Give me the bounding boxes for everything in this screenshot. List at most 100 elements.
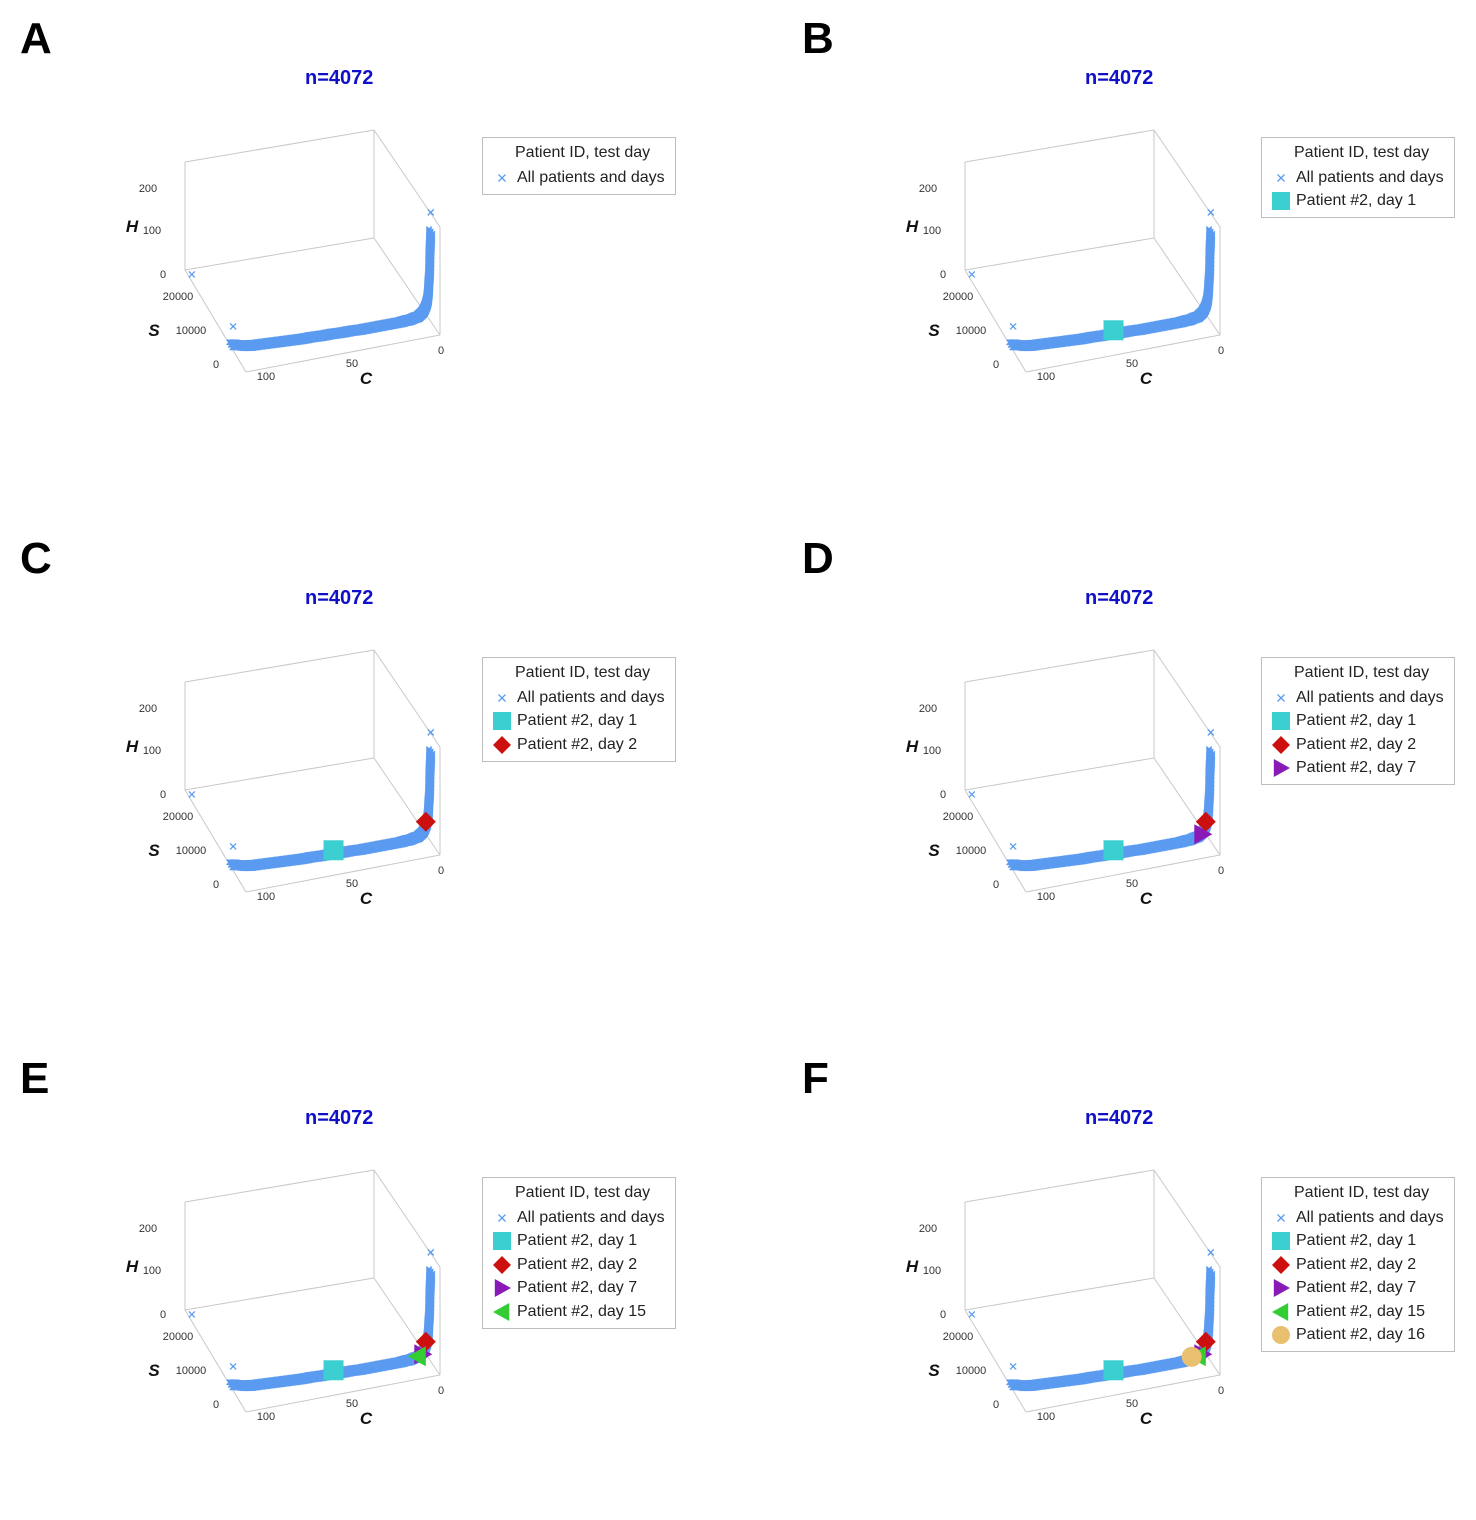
c-tick-label: 0 xyxy=(1218,345,1224,357)
legend-item-all: All patients and days xyxy=(1270,686,1444,710)
c-tick-label: 100 xyxy=(257,371,275,383)
legend-label: Patient #2, day 2 xyxy=(1296,736,1416,754)
all-patients-point xyxy=(428,209,434,215)
s-axis-label: S xyxy=(928,1361,940,1380)
legend-symbol-cross-icon xyxy=(1270,168,1292,188)
h-tick-label: 200 xyxy=(919,183,937,195)
h-tick-label: 200 xyxy=(139,1223,157,1235)
s-tick-label: 10000 xyxy=(176,325,207,337)
h-tick-label: 0 xyxy=(160,1309,166,1321)
c-tick-label: 100 xyxy=(257,1411,275,1423)
h-tick-label: 100 xyxy=(923,225,941,237)
all-patients-point xyxy=(189,791,195,797)
c-tick-label: 100 xyxy=(1037,1411,1055,1423)
s-tick-label: 10000 xyxy=(176,845,207,857)
all-patients-point xyxy=(1010,843,1016,849)
all-patients-series xyxy=(969,729,1215,870)
legend-label: Patient #2, day 2 xyxy=(517,736,637,754)
h-tick-label: 200 xyxy=(919,703,937,715)
legend-item-day7: Patient #2, day 7 xyxy=(491,1277,665,1301)
s-tick-label: 20000 xyxy=(943,811,974,823)
c-tick-label: 100 xyxy=(257,891,275,903)
legend-marker-all xyxy=(499,694,506,701)
legend-symbol-square-icon xyxy=(491,1231,513,1251)
h-axis-label: H xyxy=(126,737,139,756)
c-tick-label: 50 xyxy=(346,1398,358,1410)
all-patients-point xyxy=(428,1249,434,1255)
all-patients-point xyxy=(189,1311,195,1317)
all-patients-point xyxy=(428,729,434,735)
c-axis-label: C xyxy=(360,369,373,388)
all-patients-point xyxy=(230,843,236,849)
legend-label: Patient #2, day 2 xyxy=(517,1256,637,1274)
legend-label: All patients and days xyxy=(517,169,665,187)
legend-label: All patients and days xyxy=(1296,689,1444,707)
c-tick-label: 100 xyxy=(1037,891,1055,903)
c-axis-label: C xyxy=(1140,369,1153,388)
all-patients-point xyxy=(230,323,236,329)
c-axis-label: C xyxy=(1140,889,1153,908)
c-axis-label: C xyxy=(360,1409,373,1428)
legend: Patient ID, test day All patients and day… xyxy=(1261,137,1455,218)
c-tick-label: 50 xyxy=(346,878,358,890)
legend-symbol-cross-icon xyxy=(491,1208,513,1228)
s-tick-label: 20000 xyxy=(943,1331,974,1343)
s-tick-label: 20000 xyxy=(943,291,974,303)
s-tick-label: 0 xyxy=(993,359,999,371)
all-patients-point xyxy=(1010,323,1016,329)
legend-label: Patient #2, day 1 xyxy=(517,712,637,730)
s-axis-label: S xyxy=(928,841,940,860)
s-tick-label: 10000 xyxy=(176,1365,207,1377)
c-tick-label: 0 xyxy=(1218,1385,1224,1397)
legend-label: All patients and days xyxy=(517,1209,665,1227)
legend-marker-day7 xyxy=(1274,759,1290,777)
c-tick-label: 50 xyxy=(1126,358,1138,370)
all-patients-point xyxy=(969,271,975,277)
c-tick-label: 100 xyxy=(1037,371,1055,383)
legend-item-day2: Patient #2, day 2 xyxy=(1270,733,1444,757)
marker-day1 xyxy=(324,1360,344,1380)
h-tick-label: 100 xyxy=(923,1265,941,1277)
s-tick-label: 20000 xyxy=(163,291,194,303)
s-tick-label: 10000 xyxy=(956,1365,987,1377)
legend-item-all: All patients and days xyxy=(1270,166,1444,190)
legend-marker-day1 xyxy=(1272,192,1290,210)
c-tick-label: 50 xyxy=(1126,1398,1138,1410)
marker-day1 xyxy=(1104,840,1124,860)
legend-marker-day7 xyxy=(495,1279,511,1297)
h-axis-label: H xyxy=(906,217,919,236)
legend-item-day1: Patient #2, day 1 xyxy=(491,710,665,734)
s-tick-label: 0 xyxy=(993,1399,999,1411)
legend-symbol-triangle-left-icon xyxy=(491,1302,513,1322)
legend-item-day2: Patient #2, day 2 xyxy=(491,1253,665,1277)
s-tick-label: 10000 xyxy=(956,325,987,337)
all-patients-point xyxy=(230,1363,236,1369)
legend-marker-day1 xyxy=(493,1232,511,1250)
c-tick-label: 0 xyxy=(438,865,444,877)
legend-title: Patient ID, test day xyxy=(1294,144,1444,162)
all-patients-series xyxy=(969,209,1215,350)
s-tick-label: 0 xyxy=(993,879,999,891)
legend-symbol-cross-icon xyxy=(1270,688,1292,708)
marker-day1 xyxy=(324,840,344,860)
legend-item-day15: Patient #2, day 15 xyxy=(491,1300,665,1324)
c-tick-label: 50 xyxy=(1126,878,1138,890)
marker-day1 xyxy=(1104,320,1124,340)
legend-title: Patient ID, test day xyxy=(515,144,665,162)
legend-symbol-triangle-right-icon xyxy=(491,1278,513,1298)
legend-symbol-triangle-right-icon xyxy=(1270,758,1292,778)
all-patients-point xyxy=(1208,729,1214,735)
all-patients-series xyxy=(969,1249,1215,1390)
all-patients-point xyxy=(969,791,975,797)
legend-title: Patient ID, test day xyxy=(1294,664,1444,682)
legend-marker-all xyxy=(499,1214,506,1221)
c-axis-label: C xyxy=(360,889,373,908)
legend-symbol-cross-icon xyxy=(491,168,513,188)
c-tick-label: 0 xyxy=(438,345,444,357)
